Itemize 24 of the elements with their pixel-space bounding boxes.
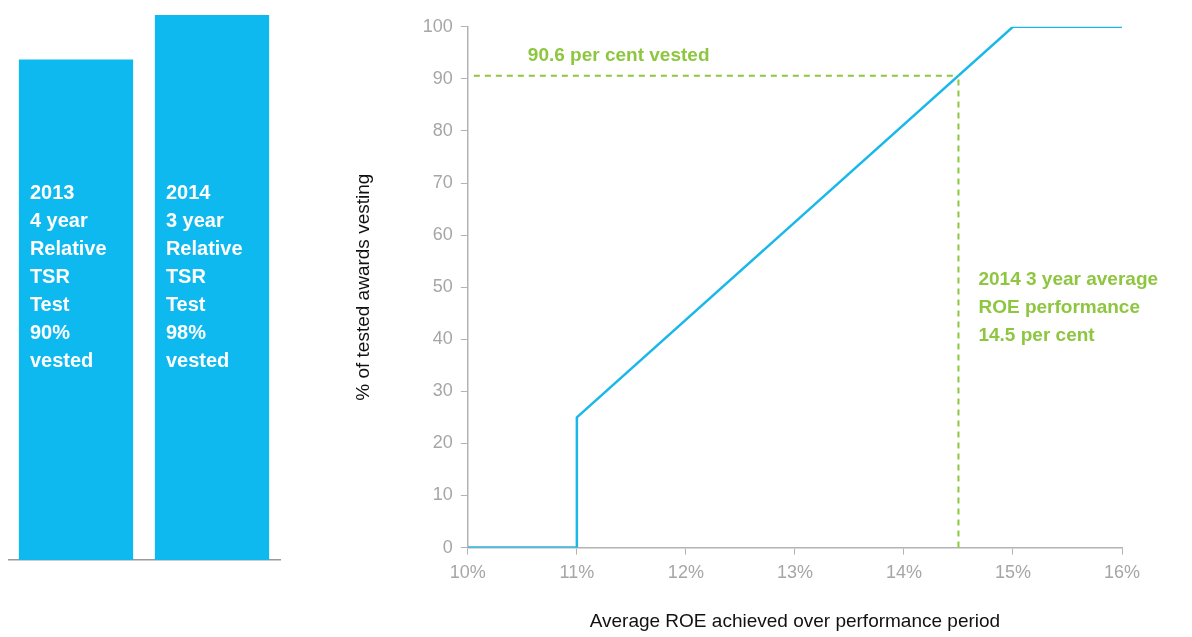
x-axis-title: Average ROE achieved over performance period <box>589 609 1001 631</box>
y-tick-label: 50 <box>432 276 453 297</box>
y-tick-label: 40 <box>432 328 453 349</box>
ref-line-label: 2014 3 year average ROE performance 14.5 per cent <box>978 267 1159 345</box>
y-tick-label: 0 <box>442 536 453 557</box>
x-tick-label: 14% <box>885 562 922 583</box>
x-tick-label: 16% <box>1103 562 1141 583</box>
y-tick-label: 80 <box>432 119 453 140</box>
ref-line-label: 90.6 per cent vested <box>527 44 710 66</box>
x-tick-label: 11% <box>559 562 595 583</box>
data-label: 2014 3 year Relative TSR Test 98% vested <box>165 181 243 372</box>
y-tick-label: 20 <box>432 432 453 453</box>
y-axis-title: % of tested awards vesting <box>351 173 373 401</box>
x-tick-label: 12% <box>667 562 704 583</box>
y-tick-label: 10 <box>432 484 453 505</box>
data-label: 2013 4 year Relative TSR Test 90% vested <box>29 181 107 372</box>
y-tick-label: 90 <box>432 67 453 88</box>
y-tick-label: 100 <box>422 15 453 36</box>
y-tick-label: 30 <box>432 380 453 401</box>
y-tick-label: 60 <box>432 224 453 245</box>
x-tick-label: 10% <box>449 562 486 583</box>
x-tick-label: 13% <box>776 562 813 583</box>
y-tick-label: 70 <box>432 172 453 193</box>
x-tick-label: 15% <box>994 562 1031 583</box>
